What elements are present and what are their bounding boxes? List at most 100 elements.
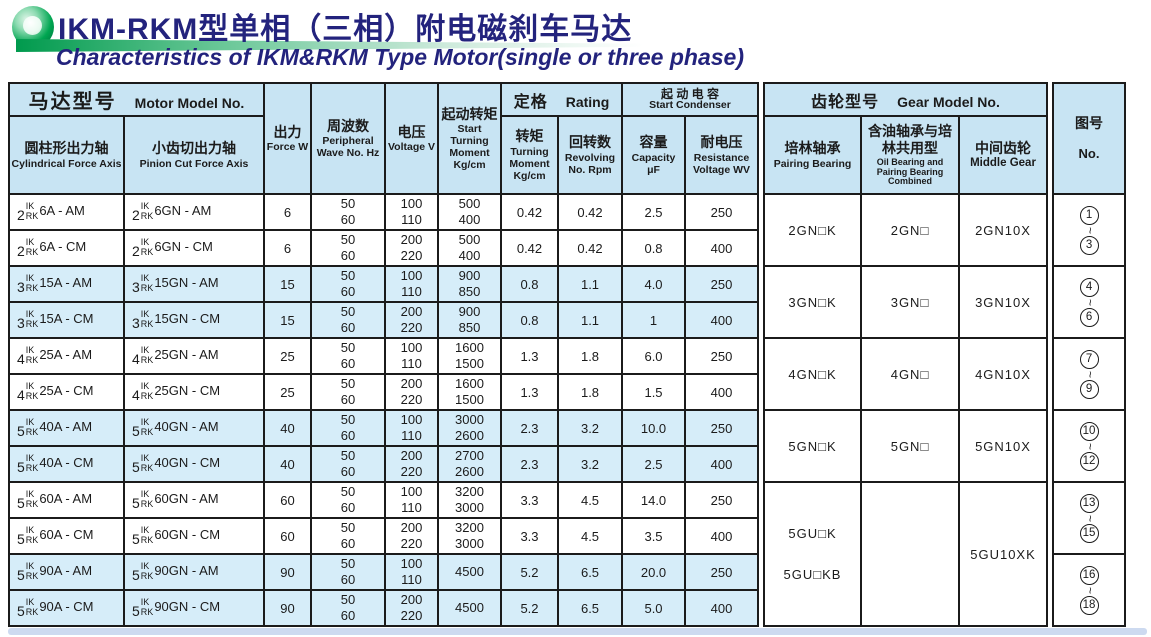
frequency-cell: 50 60 <box>310 553 386 591</box>
circled-number: 12 <box>1079 451 1099 471</box>
turning-moment-cell: 0.8 <box>500 301 559 339</box>
pinion-model-cell: 5 IK RK 60GN - AM <box>123 481 265 519</box>
revolving-no-cell: 4.5 <box>556 481 624 519</box>
ik-rk-stack: IK RK <box>26 237 39 258</box>
voltage-cell-value: 220 <box>400 320 423 335</box>
stack-rk: RK <box>140 355 154 366</box>
pairing-model: 3GN□K <box>788 294 837 310</box>
ik-rk-stack: IK RK <box>26 273 39 294</box>
range-tilde: ~ <box>1082 370 1097 378</box>
resistance-voltage-cell: 250 <box>684 337 760 375</box>
voltage-cell-value: 220 <box>400 248 423 263</box>
pairing-bearing-cell: 5GN□K <box>763 409 863 483</box>
frequency-cell: 50 60 <box>310 301 386 339</box>
force-cell: 40 <box>263 445 312 483</box>
middle-gear-cell: 5GU10XK <box>958 481 1049 627</box>
force-cell: 60 <box>263 481 312 519</box>
frequency-cell-value: 60 <box>340 284 356 299</box>
gear-model-header: 齿轮型号 Gear Model No. <box>763 82 1049 117</box>
frequency-header: 周波数 Peripheral Wave No. Hz <box>310 82 386 195</box>
force-cell: 40 <box>263 409 312 447</box>
middle-gear-cell: 3GN10X <box>958 265 1049 339</box>
start-moment-cell-value: 400 <box>458 212 481 227</box>
stack-rk: RK <box>140 571 154 582</box>
start-moment-cell-value: 3000 <box>455 536 484 551</box>
start-moment-header: 起动转矩 Start Turning Moment Kg/cm <box>437 82 502 195</box>
model-suffix: 15A - CM <box>39 310 94 326</box>
revolving-no-cell: 4.5 <box>556 517 624 555</box>
start-moment-cell-value: 1600 <box>455 376 484 391</box>
ik-rk-stack: IK RK <box>141 237 154 258</box>
force-cell: 90 <box>263 553 312 591</box>
frequency-cell-value: 60 <box>340 608 356 623</box>
resistance-voltage-cell: 400 <box>684 373 760 411</box>
brand-ring-hole <box>23 16 42 35</box>
resistance-voltage-cell: 250 <box>684 553 760 591</box>
model-size-number: 5 <box>17 494 25 511</box>
cylindrical-model-cell: 5 IK RK 60A - CM <box>8 517 125 555</box>
model-size-number: 5 <box>132 494 140 511</box>
motor-row: 5 IK RK 40A - AM 5 IK RK 40GN - AM 40 50 60 100 110 3… <box>8 409 1127 483</box>
capacity-cell: 4.0 <box>621 265 687 303</box>
start-moment-cell: 3200 3000 <box>437 481 502 519</box>
frequency-cell: 50 60 <box>310 373 386 411</box>
frequency-cell: 50 60 <box>310 193 386 231</box>
range-tilde: ~ <box>1082 226 1097 234</box>
model-size-number: 5 <box>132 422 140 439</box>
motor-model-header-cn: 马达型号 <box>28 91 117 113</box>
stack-ik: IK <box>140 525 150 536</box>
header-row-top: 马达型号 Motor Model No. 出力 Force W 周波数 Periphe… <box>8 82 1127 626</box>
model-suffix: 40GN - AM <box>154 418 219 434</box>
stack-rk: RK <box>140 463 154 474</box>
pinion-model-cell: 3 IK RK 15GN - CM <box>123 301 265 339</box>
voltage-cell: 100 110 <box>384 193 439 231</box>
middle-gear-cell: 2GN10X <box>958 193 1049 267</box>
frequency-cell-value: 50 <box>340 376 356 391</box>
figure-no-cell: 10 ~12 <box>1052 409 1127 483</box>
start-moment-cell-value: 3000 <box>455 412 484 427</box>
start-moment-cell-value: 2600 <box>455 464 484 479</box>
force-cell: 60 <box>263 517 312 555</box>
stack-ik: IK <box>140 453 150 464</box>
cylindrical-model-cell: 5 IK RK 90A - AM <box>8 553 125 591</box>
stack-rk: RK <box>140 283 154 294</box>
oil-bearing-cell: 2GN□ <box>860 193 961 267</box>
cylindrical-model-cell: 5 IK RK 90A - CM <box>8 589 125 627</box>
stack-ik: IK <box>25 273 35 284</box>
voltage-cell: 200 220 <box>384 229 439 267</box>
circled-number: 7 <box>1079 349 1099 369</box>
resistance-voltage-cell: 250 <box>684 409 760 447</box>
start-moment-cell: 3200 3000 <box>437 517 502 555</box>
stack-ik: IK <box>140 201 150 212</box>
revolving-no-cell: 1.1 <box>556 265 624 303</box>
cylindrical-model-cell: 5 IK RK 40A - CM <box>8 445 125 483</box>
resistance-voltage-cell: 250 <box>684 265 760 303</box>
frequency-cell: 50 60 <box>310 337 386 375</box>
frequency-cell: 50 60 <box>310 589 386 627</box>
model-suffix: 40A - CM <box>39 454 94 470</box>
pinion-model-cell: 5 IK RK 90GN - CM <box>123 589 265 627</box>
turning-moment-cell: 5.2 <box>500 553 559 591</box>
model-size-number: 5 <box>17 602 25 619</box>
model-size-number: 3 <box>132 278 140 295</box>
model-size-number: 2 <box>17 242 25 259</box>
voltage-cell-value: 200 <box>400 592 423 607</box>
ik-rk-stack: IK RK <box>141 273 154 294</box>
frequency-cell-value: 50 <box>340 484 356 499</box>
model-size-number: 5 <box>17 566 25 583</box>
resistance-voltage-header: 耐电压 Resistance Voltage WV <box>684 115 760 195</box>
frequency-cell: 50 60 <box>310 409 386 447</box>
model-suffix: 90A - CM <box>39 598 94 614</box>
voltage-cell: 100 110 <box>384 409 439 447</box>
ik-rk-stack: IK RK <box>26 309 39 330</box>
stack-ik: IK <box>140 561 150 572</box>
frequency-cell-value: 60 <box>340 356 356 371</box>
ik-rk-stack: IK RK <box>141 525 154 546</box>
model-suffix: 25GN - AM <box>154 346 219 362</box>
frequency-cell-value: 50 <box>340 412 356 427</box>
table-gap-left <box>758 83 765 626</box>
ik-rk-stack: IK RK <box>141 417 154 438</box>
capacity-cell: 2.5 <box>621 193 687 231</box>
capacity-cell: 6.0 <box>621 337 687 375</box>
page-title-english: Characteristics of IKM&RKM Type Motor(si… <box>56 44 744 70</box>
